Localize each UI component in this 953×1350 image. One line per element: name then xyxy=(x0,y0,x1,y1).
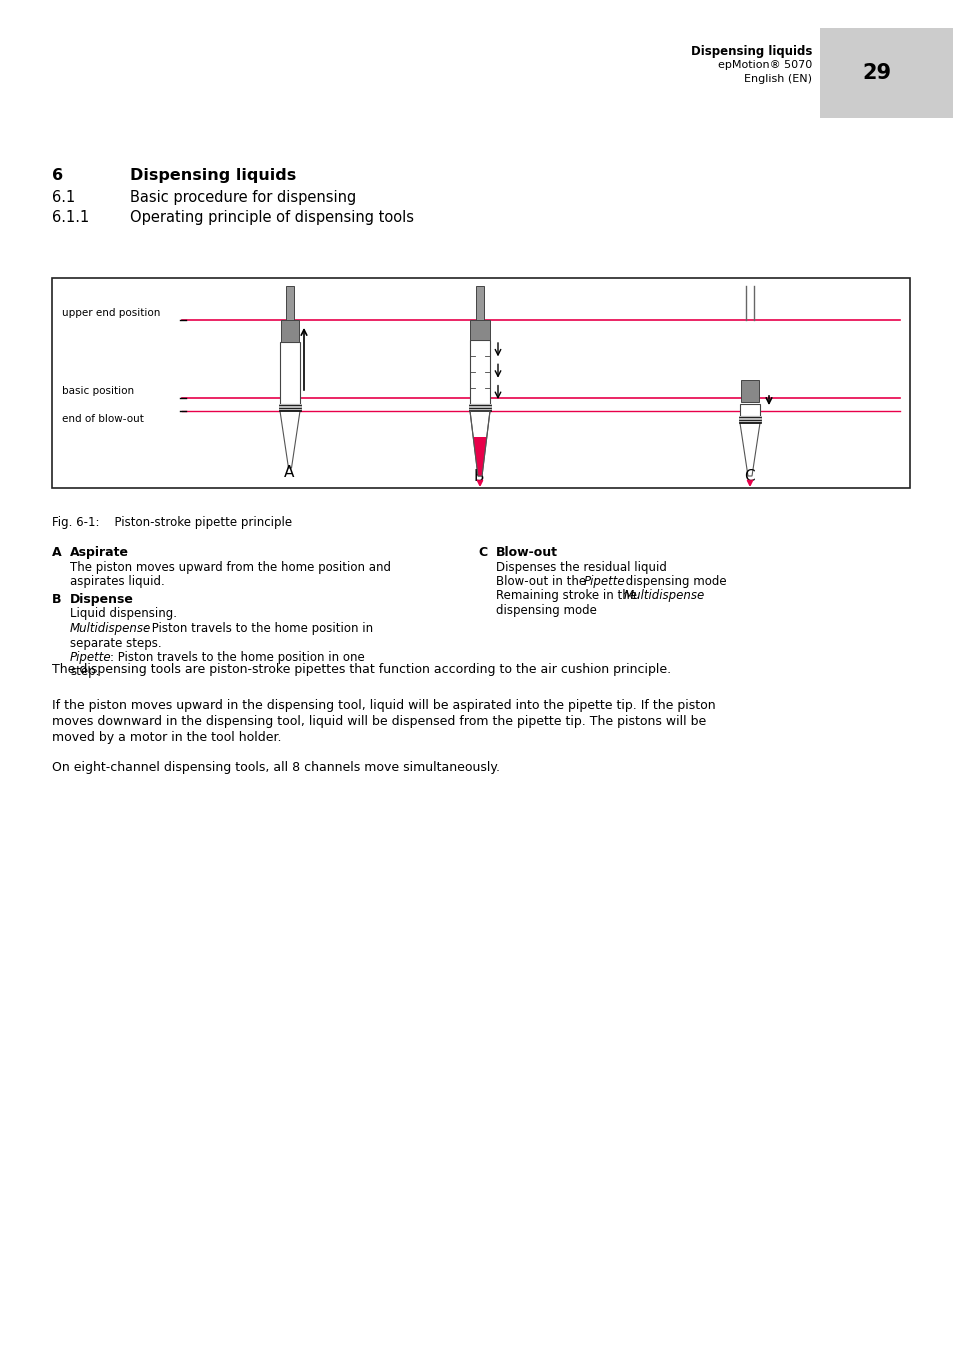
Bar xyxy=(740,404,760,416)
Text: B: B xyxy=(474,468,484,485)
Text: upper end position: upper end position xyxy=(62,308,160,319)
Text: Pipette: Pipette xyxy=(583,575,625,589)
Text: Dispenses the residual liquid: Dispenses the residual liquid xyxy=(496,560,666,574)
Text: moves downward in the dispensing tool, liquid will be dispensed from the pipette: moves downward in the dispensing tool, l… xyxy=(52,714,705,728)
Text: aspirates liquid.: aspirates liquid. xyxy=(70,575,165,589)
Text: If the piston moves upward in the dispensing tool, liquid will be aspirated into: If the piston moves upward in the dispen… xyxy=(52,698,715,711)
Text: 29: 29 xyxy=(862,63,891,82)
Text: 6: 6 xyxy=(52,167,63,184)
Text: basic position: basic position xyxy=(62,386,134,396)
Polygon shape xyxy=(740,423,760,477)
Bar xyxy=(820,28,953,117)
Text: Dispensing liquids: Dispensing liquids xyxy=(690,45,811,58)
Bar xyxy=(739,416,760,423)
Text: Pipette: Pipette xyxy=(70,651,112,664)
Text: Blow-out in the: Blow-out in the xyxy=(496,575,589,589)
Bar xyxy=(280,342,299,404)
Text: Multidispense: Multidispense xyxy=(623,590,704,602)
Text: Basic procedure for dispensing: Basic procedure for dispensing xyxy=(130,190,355,205)
Text: Aspirate: Aspirate xyxy=(70,545,129,559)
Bar xyxy=(278,404,301,410)
Text: : Piston travels to the home position in: : Piston travels to the home position in xyxy=(144,622,373,634)
Text: C: C xyxy=(743,468,754,485)
Text: The piston moves upward from the home position and: The piston moves upward from the home po… xyxy=(70,560,391,574)
Polygon shape xyxy=(473,437,486,477)
Text: C: C xyxy=(477,545,487,559)
Bar xyxy=(740,379,759,402)
Bar xyxy=(476,286,483,320)
Bar xyxy=(470,320,490,340)
Text: On eight-channel dispensing tools, all 8 channels move simultaneously.: On eight-channel dispensing tools, all 8… xyxy=(52,760,499,774)
Text: moved by a motor in the tool holder.: moved by a motor in the tool holder. xyxy=(52,730,281,744)
Text: epMotion® 5070: epMotion® 5070 xyxy=(717,59,811,70)
Text: The dispensing tools are piston-stroke pipettes that function according to the a: The dispensing tools are piston-stroke p… xyxy=(52,663,670,676)
Bar xyxy=(52,278,909,487)
Text: Operating principle of dispensing tools: Operating principle of dispensing tools xyxy=(130,211,414,225)
Text: A: A xyxy=(52,545,62,559)
Text: dispensing mode: dispensing mode xyxy=(496,603,597,617)
Text: 6.1.1: 6.1.1 xyxy=(52,211,90,225)
Polygon shape xyxy=(470,410,490,477)
Text: Blow-out: Blow-out xyxy=(496,545,558,559)
Text: separate steps.: separate steps. xyxy=(70,636,161,649)
Text: Remaining stroke in the: Remaining stroke in the xyxy=(496,590,640,602)
Bar xyxy=(281,320,298,342)
Bar xyxy=(469,404,491,410)
Text: end of blow-out: end of blow-out xyxy=(62,414,144,424)
Text: Multidispense: Multidispense xyxy=(70,622,152,634)
Text: dispensing mode: dispensing mode xyxy=(621,575,726,589)
Text: Dispensing liquids: Dispensing liquids xyxy=(130,167,296,184)
Text: 6.1: 6.1 xyxy=(52,190,75,205)
Text: step.: step. xyxy=(70,666,99,679)
Text: Dispense: Dispense xyxy=(70,593,133,606)
Polygon shape xyxy=(280,410,299,468)
Bar xyxy=(470,340,490,404)
Text: Fig. 6-1:    Piston-stroke pipette principle: Fig. 6-1: Piston-stroke pipette principl… xyxy=(52,516,292,529)
Text: B: B xyxy=(52,593,61,606)
Bar xyxy=(286,286,294,320)
Text: Liquid dispensing.: Liquid dispensing. xyxy=(70,608,177,621)
Text: English (EN): English (EN) xyxy=(743,74,811,84)
Text: : Piston travels to the home position in one: : Piston travels to the home position in… xyxy=(110,651,364,664)
Text: A: A xyxy=(283,464,294,481)
